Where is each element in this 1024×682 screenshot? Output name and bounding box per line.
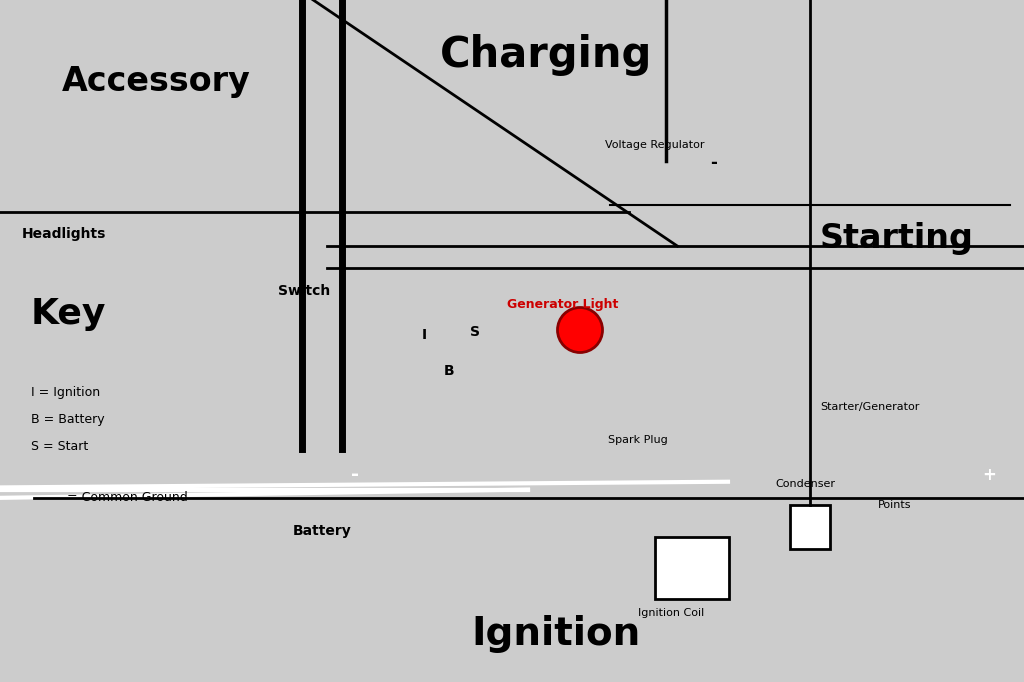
Text: S = Start: S = Start	[31, 440, 88, 453]
Text: Accessory: Accessory	[61, 65, 250, 98]
Text: Ignition: Ignition	[471, 615, 640, 653]
Polygon shape	[768, 0, 1024, 443]
Text: Starting: Starting	[819, 222, 973, 255]
Text: +: +	[982, 466, 995, 484]
Text: = Common Ground: = Common Ground	[67, 491, 187, 505]
Text: I = Ignition: I = Ignition	[31, 385, 100, 398]
Text: -: -	[351, 465, 359, 484]
Text: Battery: Battery	[293, 524, 352, 538]
Text: Voltage Regulator: Voltage Regulator	[605, 140, 705, 150]
Bar	[629, 161, 702, 229]
Bar	[420, 315, 750, 380]
Text: Spark Plug: Spark Plug	[608, 435, 668, 445]
Text: S: S	[470, 325, 479, 339]
Text: Charging: Charging	[440, 33, 652, 76]
Text: Condenser: Condenser	[775, 479, 835, 489]
Bar	[790, 505, 830, 549]
Bar	[282, 449, 374, 527]
Text: B = Battery: B = Battery	[31, 413, 104, 426]
Bar	[278, 235, 327, 279]
Text: B: B	[444, 364, 455, 378]
Circle shape	[557, 308, 602, 353]
Circle shape	[399, 294, 511, 406]
Text: I: I	[422, 328, 427, 342]
Text: -: -	[711, 154, 717, 172]
Text: Key: Key	[31, 297, 106, 331]
Bar	[655, 537, 729, 599]
Polygon shape	[900, 0, 1024, 682]
Polygon shape	[338, 0, 768, 443]
Bar	[872, 327, 926, 385]
Text: Starter/Generator: Starter/Generator	[820, 402, 920, 412]
Polygon shape	[0, 0, 440, 348]
Text: Generator Light: Generator Light	[507, 298, 618, 311]
Polygon shape	[0, 348, 389, 682]
Text: Ignition Coil: Ignition Coil	[638, 608, 705, 618]
Text: Switch: Switch	[278, 284, 331, 298]
Polygon shape	[348, 348, 1024, 682]
Text: Headlights: Headlights	[22, 227, 106, 241]
Text: Points: Points	[878, 500, 911, 510]
